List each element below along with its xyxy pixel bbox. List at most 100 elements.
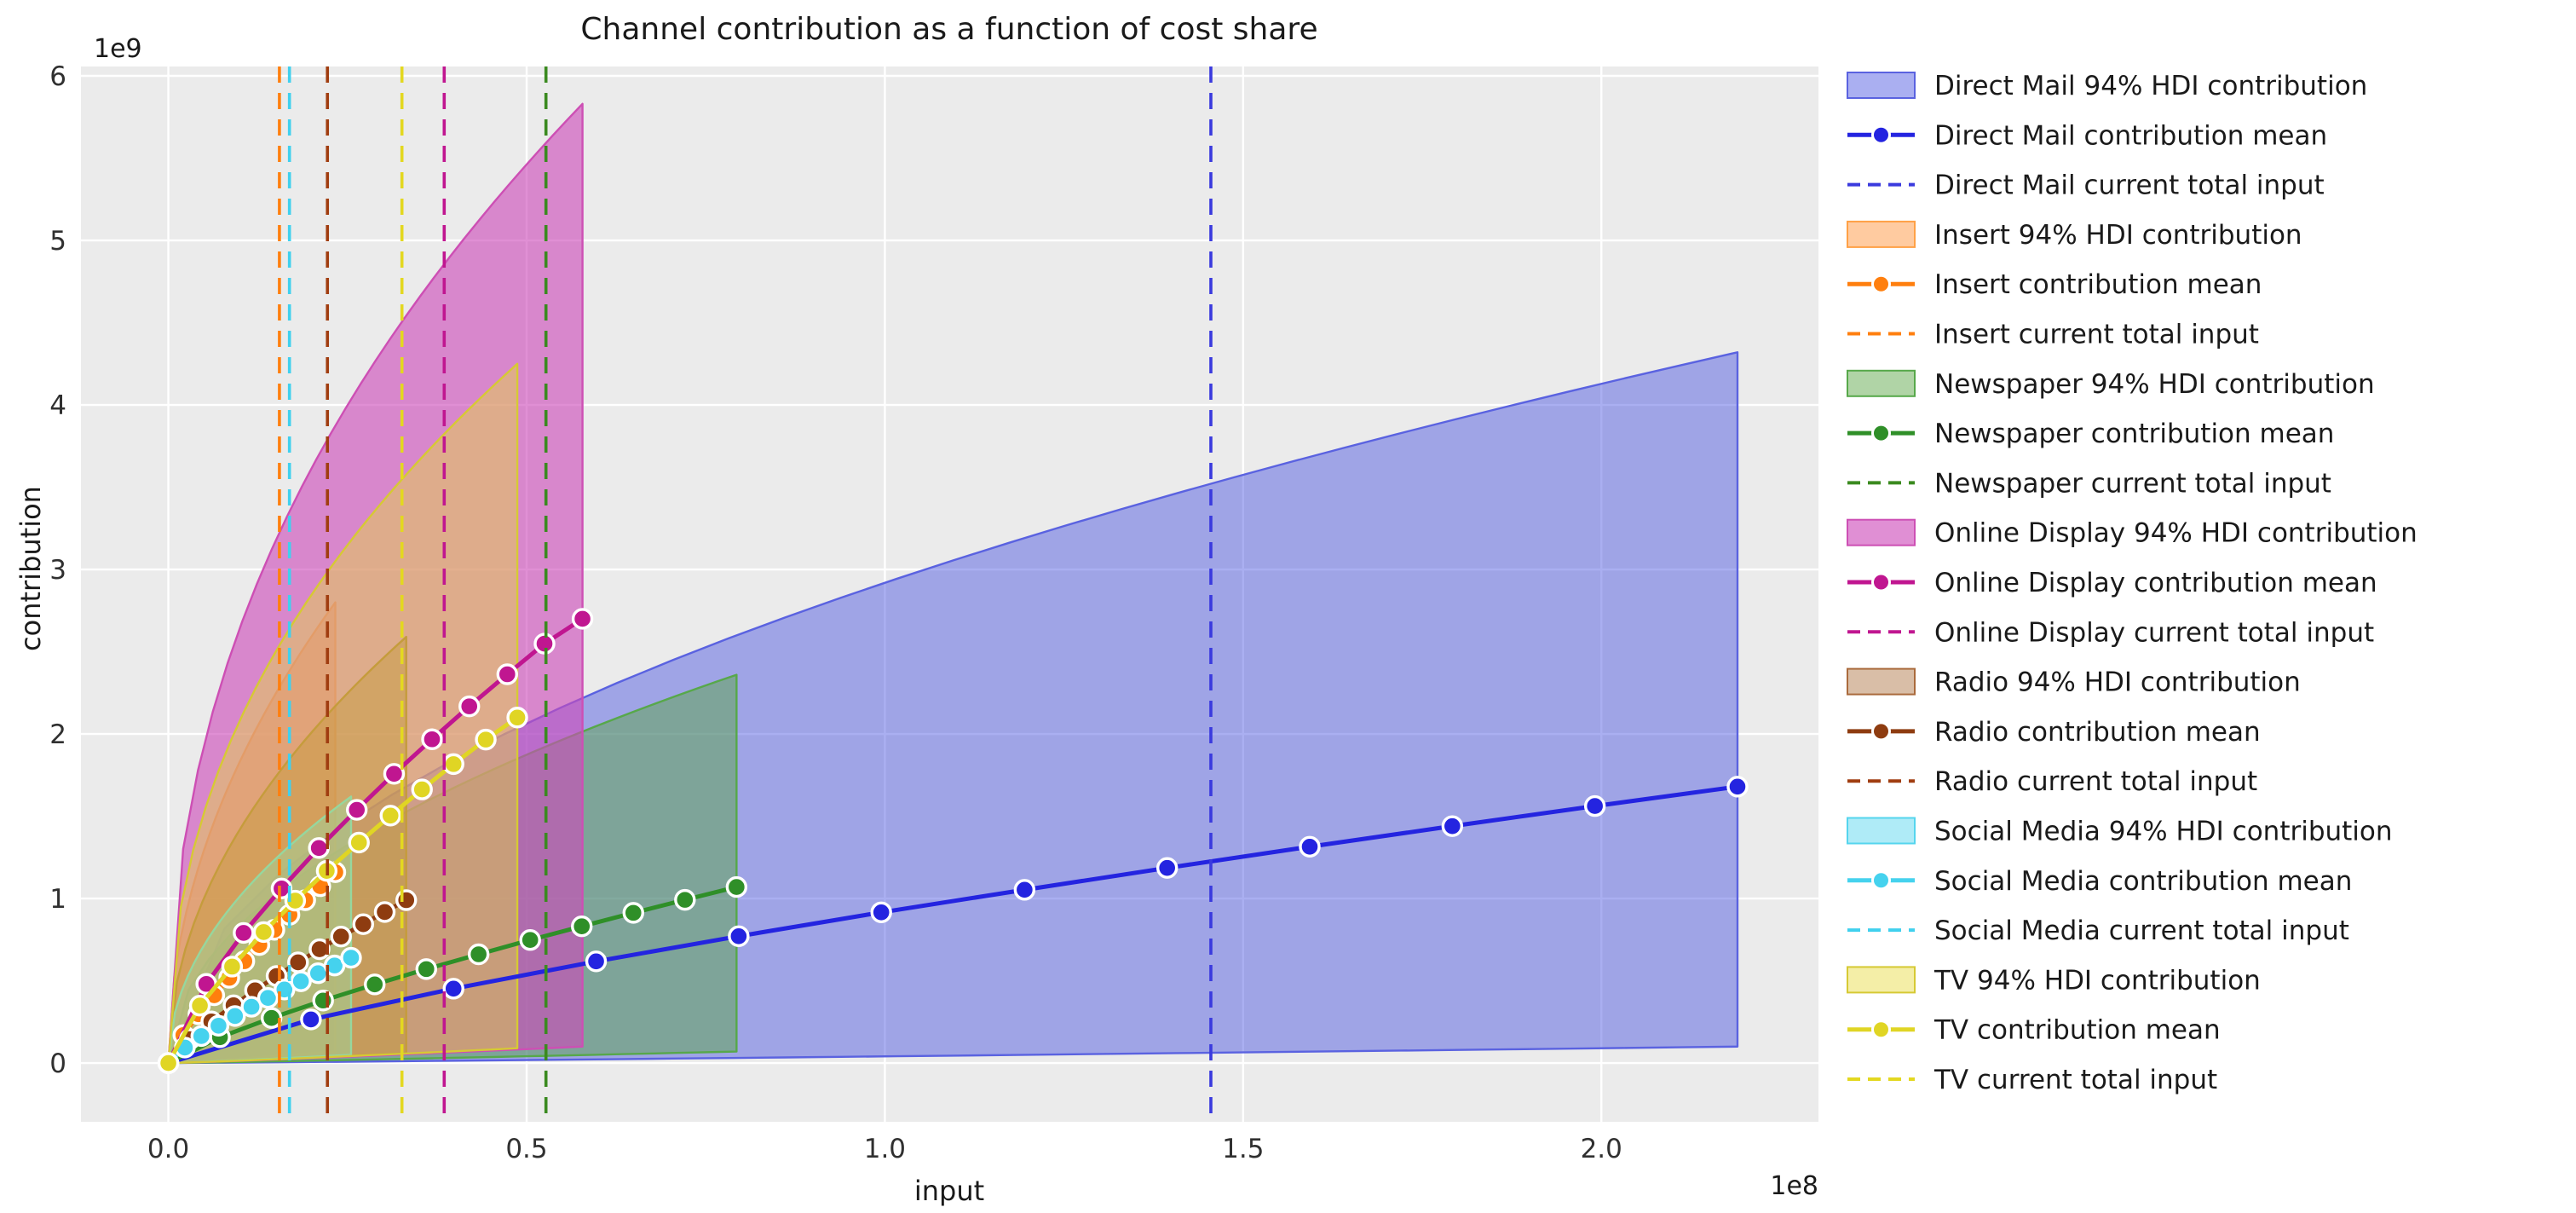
legend-entry-tv-hdi: TV 94% HDI contribution	[1847, 965, 2261, 996]
mean-point-social-media	[240, 996, 262, 1018]
mean-point-newspaper	[467, 943, 490, 966]
mean-point-newspaper	[622, 902, 644, 924]
legend-label-social-media-hdi: Social Media 94% HDI contribution	[1934, 817, 2393, 847]
mean-point-newspaper	[674, 888, 696, 911]
x-tick-label-0.5: 0.5	[505, 1134, 547, 1164]
legend-swatch-patch-insert	[1847, 220, 1916, 248]
legend-label-radio-mean: Radio contribution mean	[1934, 717, 2261, 748]
legend-swatch-patch-tv	[1847, 966, 1916, 994]
mean-point-newspaper	[571, 915, 593, 938]
legend-entry-online-display-mean: Online Display contribution mean	[1847, 568, 2377, 598]
legend-label-newspaper-mean: Newspaper contribution mean	[1934, 419, 2334, 449]
legend-label-online-display-input: Online Display current total input	[1934, 617, 2374, 648]
mean-point-online-display	[571, 608, 594, 630]
legend-label-newspaper-input: Newspaper current total input	[1934, 468, 2331, 499]
mean-point-tv	[221, 956, 244, 978]
mean-point-direct-mail	[1441, 815, 1464, 837]
mean-point-radio	[395, 889, 418, 911]
legend-label-newspaper-hdi: Newspaper 94% HDI contribution	[1934, 369, 2375, 400]
mean-point-direct-mail	[728, 925, 750, 947]
mean-point-direct-mail	[1155, 857, 1179, 879]
mean-point-direct-mail	[585, 950, 608, 973]
mean-point-online-display	[383, 763, 406, 785]
mean-point-radio	[373, 901, 396, 923]
mean-point-social-media	[190, 1025, 212, 1048]
legend-entry-social-media-hdi: Social Media 94% HDI contribution	[1847, 817, 2393, 847]
legend-entry-online-display-hdi: Online Display 94% HDI contribution	[1847, 518, 2418, 549]
mean-point-online-display	[421, 728, 443, 750]
legend-swatch-patch-social-media	[1847, 817, 1916, 845]
legend-entry-insert-input: Insert current total input	[1847, 320, 2259, 350]
legend: Direct Mail 94% HDI contribution Direct M…	[1847, 71, 2418, 1095]
mean-point-tv	[475, 728, 497, 751]
x-axis-label: input	[913, 1175, 985, 1207]
legend-swatch-marker-radio	[1871, 721, 1891, 742]
y-tick-label-2: 2	[49, 719, 66, 750]
legend-label-online-display-mean: Online Display contribution mean	[1934, 568, 2377, 598]
mean-point-radio	[352, 913, 374, 935]
y-axis-offset-text: 1e9	[94, 34, 142, 64]
legend-entry-insert-hdi: Insert 94% HDI contribution	[1847, 220, 2302, 251]
legend-entry-direct-mail-mean: Direct Mail contribution mean	[1847, 120, 2327, 151]
mean-point-direct-mail	[870, 901, 892, 923]
mean-point-social-media	[340, 946, 362, 969]
legend-label-social-media-input: Social Media current total input	[1934, 916, 2349, 946]
mean-point-newspaper	[725, 875, 748, 898]
mean-point-social-media	[224, 1005, 246, 1027]
y-tick-label-4: 4	[49, 390, 66, 421]
mean-point-radio	[330, 925, 352, 948]
legend-label-insert-input: Insert current total input	[1934, 320, 2259, 350]
legend-entry-social-media-input: Social Media current total input	[1847, 916, 2349, 946]
mean-point-direct-mail	[1583, 794, 1606, 817]
mean-series-tv	[157, 707, 528, 1074]
legend-swatch-patch-online-display	[1847, 518, 1916, 546]
y-tick-label-3: 3	[49, 555, 66, 586]
legend-swatch-marker-insert	[1871, 274, 1891, 294]
x-tick-label-2.0: 2.0	[1581, 1134, 1622, 1164]
legend-entry-online-display-input: Online Display current total input	[1847, 617, 2374, 648]
legend-swatch-marker-tv	[1871, 1019, 1891, 1040]
mean-point-online-display	[458, 695, 481, 718]
y-axis-label: contribution	[14, 486, 47, 651]
legend-swatch-patch-newspaper	[1847, 369, 1916, 397]
mean-point-direct-mail	[1726, 776, 1749, 798]
legend-label-tv-hdi: TV 94% HDI contribution	[1933, 965, 2261, 996]
legend-swatch-marker-newspaper	[1871, 423, 1891, 443]
mean-point-direct-mail	[442, 978, 464, 1000]
mean-point-newspaper	[519, 929, 541, 951]
mean-point-online-display	[308, 837, 330, 859]
legend-label-direct-mail-input: Direct Mail current total input	[1934, 170, 2325, 201]
legend-entry-newspaper-hdi: Newspaper 94% HDI contribution	[1847, 369, 2375, 400]
mean-point-online-display	[233, 921, 255, 944]
mean-point-tv	[379, 805, 401, 827]
legend-label-online-display-hdi: Online Display 94% HDI contribution	[1934, 518, 2418, 549]
y-tick-label-5: 5	[49, 226, 66, 257]
mean-point-tv	[252, 921, 275, 944]
legend-swatch-patch-radio	[1847, 667, 1916, 696]
legend-entry-newspaper-input: Newspaper current total input	[1847, 468, 2331, 499]
mean-point-online-display	[496, 663, 518, 685]
mean-point-direct-mail	[1299, 835, 1321, 858]
legend-swatch-marker-social-media	[1871, 870, 1891, 891]
mean-point-tv	[188, 995, 211, 1017]
legend-label-insert-hdi: Insert 94% HDI contribution	[1934, 220, 2302, 251]
mean-point-tv	[157, 1052, 180, 1074]
legend-entry-tv-input: TV current total input	[1847, 1065, 2217, 1095]
y-tick-label-1: 1	[49, 884, 66, 915]
mean-point-tv	[348, 831, 370, 854]
mean-point-tv	[411, 778, 433, 800]
legend-label-radio-hdi: Radio 94% HDI contribution	[1934, 667, 2301, 698]
y-tick-label-6: 6	[49, 61, 66, 92]
x-tick-label-1.5: 1.5	[1222, 1134, 1264, 1164]
mean-line-direct-mail	[167, 784, 1738, 1066]
legend-entry-radio-hdi: Radio 94% HDI contribution	[1847, 667, 2301, 698]
mean-point-radio	[287, 951, 309, 973]
x-tick-label-1.0: 1.0	[864, 1134, 906, 1164]
legend-swatch-patch-direct-mail	[1847, 72, 1916, 99]
legend-label-insert-mean: Insert contribution mean	[1934, 269, 2262, 300]
legend-entry-social-media-mean: Social Media contribution mean	[1847, 866, 2352, 897]
mean-point-tv	[506, 707, 528, 729]
legend-swatch-marker-online-display	[1871, 572, 1891, 592]
